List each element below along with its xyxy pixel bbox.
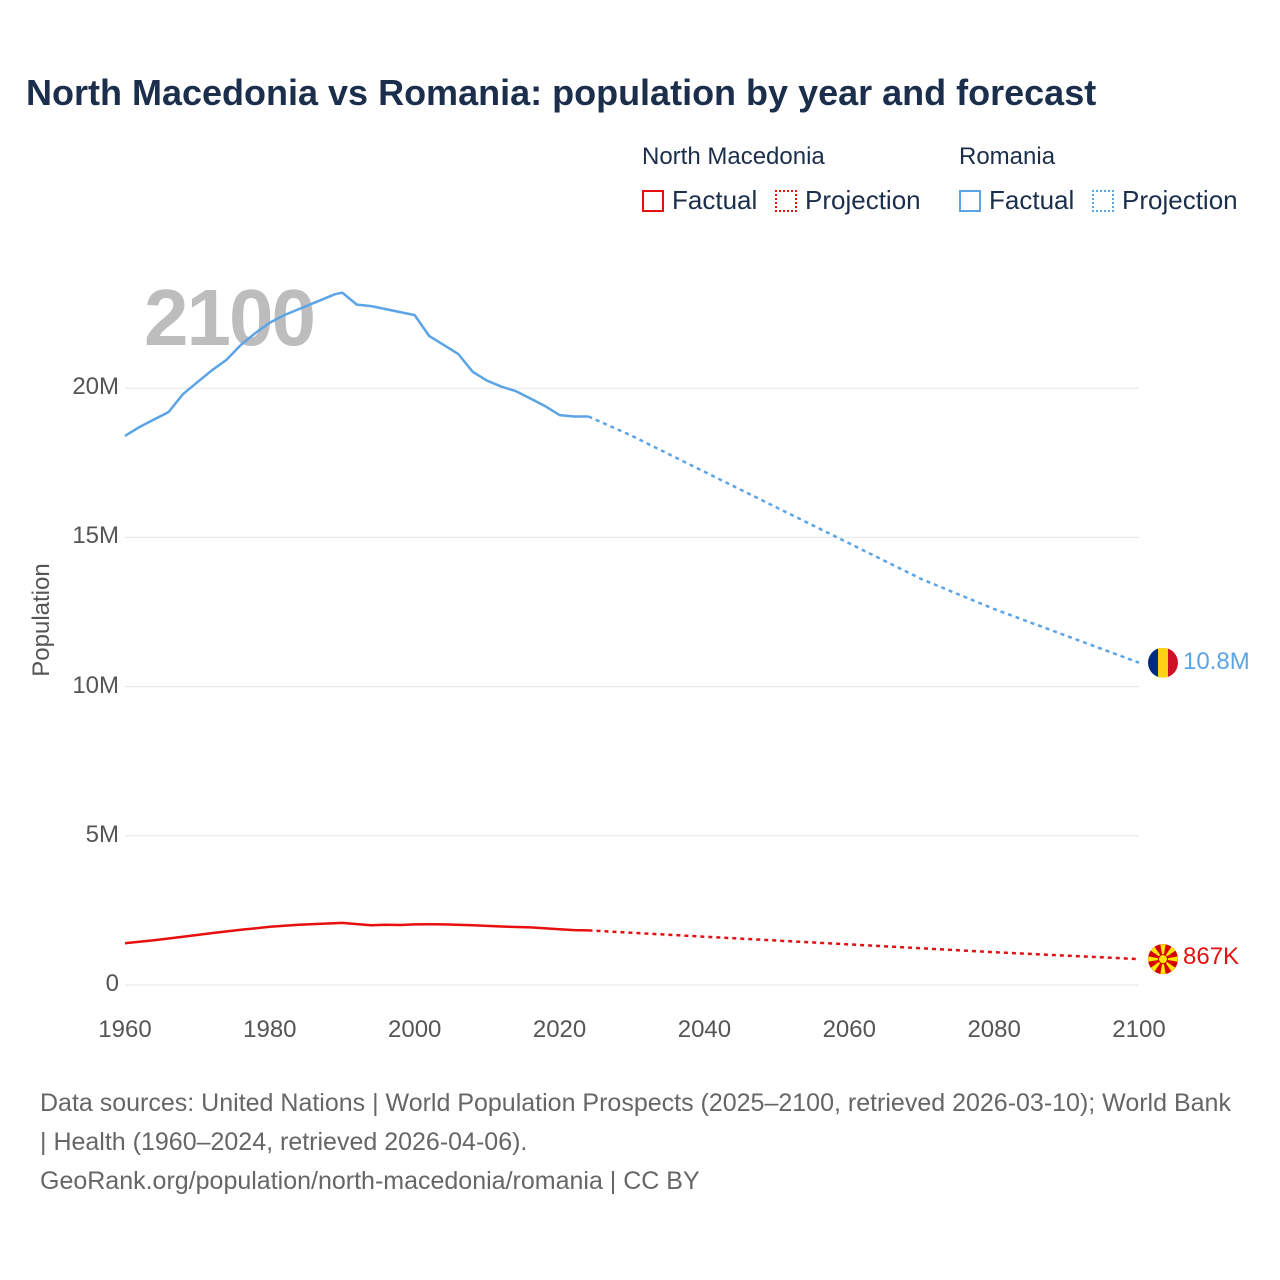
end-label-north-macedonia: 867K (1183, 943, 1240, 971)
x-tick-label: 2080 (967, 1016, 1021, 1043)
flag-ray (1148, 956, 1163, 962)
flag-sun (1158, 954, 1168, 965)
flag-stripe (1168, 647, 1178, 678)
flag-ray (1160, 959, 1166, 974)
series-line-factual (124, 291, 589, 437)
gridlines (125, 387, 1139, 986)
series-line-projection (588, 929, 1140, 961)
legend-item-north-macedonia-projection[interactable]: Projection (775, 185, 921, 216)
legend-item-north-macedonia-factual[interactable]: Factual (642, 185, 757, 216)
legend-group-romania: Romania (959, 143, 1056, 170)
flag-ray (1160, 944, 1166, 960)
x-tick-label: 2060 (822, 1016, 876, 1043)
flag-stripe (1158, 647, 1169, 678)
x-tick-label: 1980 (243, 1016, 297, 1043)
legend-label: Factual (672, 185, 758, 215)
footer-sources: Data sources: United Nations | World Pop… (40, 1089, 1231, 1156)
legend-swatch-dotted (775, 189, 797, 212)
x-tick-label: 2020 (532, 1016, 587, 1043)
flag-stripe (1148, 647, 1159, 678)
legend-swatch-solid (959, 189, 981, 212)
legend-item-romania-projection[interactable]: Projection (1092, 185, 1238, 216)
legend-label: Factual (989, 185, 1075, 215)
legend-item-romania-factual[interactable]: Factual (959, 185, 1074, 216)
series-line-factual (124, 921, 589, 945)
y-tick-label: 5M (85, 820, 119, 848)
footer-credit: GeoRank.org/population/north-macedonia/r… (40, 1167, 700, 1195)
legend-label: Projection (1122, 185, 1238, 215)
x-tick-label: 2100 (1112, 1016, 1166, 1043)
year-overlay: 2100 (144, 273, 316, 362)
y-tick-label: 20M (72, 373, 119, 401)
x-tick-label: 1960 (98, 1016, 152, 1043)
y-tick-label: 10M (72, 671, 119, 699)
end-label-romania: 10.8M (1183, 647, 1250, 675)
legend-swatch-solid (642, 189, 664, 212)
legend-label: Projection (805, 185, 921, 215)
legend-group-north-macedonia: North Macedonia (642, 143, 825, 170)
series-line-projection (587, 415, 1140, 664)
chart-title: North Macedonia vs Romania: population b… (26, 72, 1097, 113)
north-macedonia-flag-icon (1148, 944, 1178, 975)
x-tick-label: 2040 (677, 1016, 732, 1043)
end-markers (1148, 647, 1178, 975)
flag-ray (1163, 956, 1178, 962)
legend-swatch-dotted (1092, 189, 1114, 212)
series-lines (124, 291, 1140, 961)
y-tick-label: 0 (105, 970, 119, 997)
y-tick-label: 15M (72, 522, 119, 550)
x-tick-label: 2000 (388, 1016, 442, 1043)
romania-flag-icon (1148, 647, 1178, 678)
